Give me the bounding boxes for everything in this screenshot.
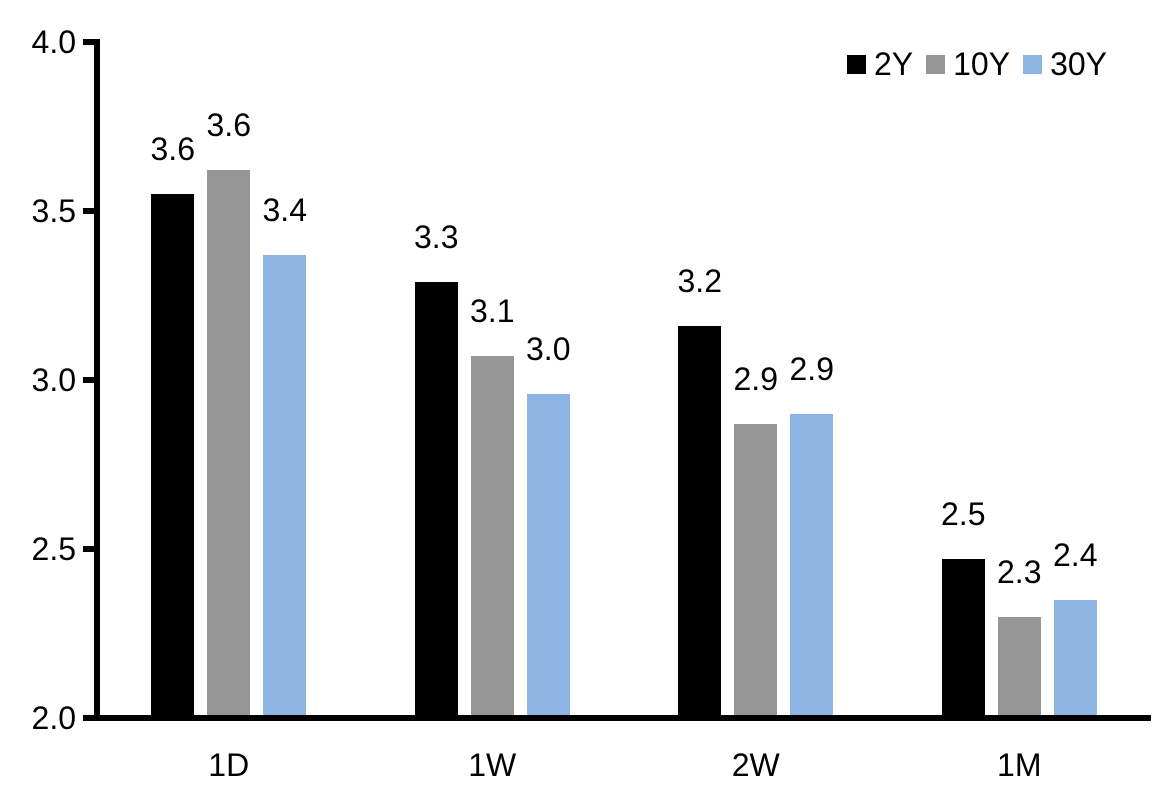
x-tick-label-1W: 1W xyxy=(468,747,517,783)
bar-2Y-1M xyxy=(941,559,985,715)
legend-swatch-icon xyxy=(926,54,946,74)
data-label-10Y-1W: 3.1 xyxy=(470,293,515,330)
legend-item-10Y: 10Y xyxy=(926,46,1010,83)
x-tick-label-1M: 1M xyxy=(997,747,1042,783)
y-tick-mark xyxy=(83,39,98,45)
bar-10Y-1M xyxy=(997,616,1041,715)
data-label-30Y-1M: 2.4 xyxy=(1053,536,1098,573)
data-label-2Y-1W: 3.3 xyxy=(414,218,459,255)
data-label-2Y-1M: 2.5 xyxy=(941,496,986,533)
data-label-10Y-1D: 3.6 xyxy=(206,107,251,144)
bar-30Y-2W xyxy=(790,413,834,715)
y-tick-label: 4.0 xyxy=(31,24,76,60)
data-label-2Y-1D: 3.6 xyxy=(150,131,195,168)
data-label-2Y-2W: 3.2 xyxy=(677,262,722,299)
legend-swatch-icon xyxy=(1023,54,1043,74)
y-tick-mark xyxy=(83,546,98,552)
bar-30Y-1W xyxy=(526,393,570,715)
legend-label: 2Y xyxy=(873,45,914,82)
y-tick-label: 3.0 xyxy=(31,362,76,398)
bar-30Y-1M xyxy=(1053,599,1097,715)
bar-2Y-2W xyxy=(678,325,722,715)
y-tick-label: 3.5 xyxy=(31,193,76,229)
bar-2Y-1D xyxy=(151,194,195,715)
legend-item-2Y: 2Y xyxy=(846,45,914,83)
data-label-30Y-2W: 2.9 xyxy=(789,350,834,387)
legend: 2Y 10Y 30Y xyxy=(846,44,1107,84)
x-tick-label-2W: 2W xyxy=(731,747,780,783)
bar-30Y-1D xyxy=(263,254,307,715)
bar-2Y-1W xyxy=(414,281,458,715)
x-tick-label-1D: 1D xyxy=(208,747,250,783)
legend-swatch-icon xyxy=(846,54,866,74)
legend-label: 30Y xyxy=(1050,45,1107,82)
data-label-10Y-1M: 2.3 xyxy=(997,553,1042,590)
y-tick-label: 2.0 xyxy=(31,700,76,736)
bar-10Y-2W xyxy=(734,423,778,715)
x-axis-line xyxy=(83,715,1151,721)
y-tick-mark xyxy=(83,377,98,383)
bar-10Y-1D xyxy=(207,170,251,715)
data-label-30Y-1W: 3.0 xyxy=(526,330,571,367)
data-label-30Y-1D: 3.4 xyxy=(262,191,307,228)
legend-item-30Y: 30Y xyxy=(1023,46,1107,83)
data-label-10Y-2W: 2.9 xyxy=(733,360,778,397)
bar-10Y-1W xyxy=(470,356,514,715)
legend-label: 10Y xyxy=(953,45,1011,82)
y-tick-mark xyxy=(83,208,98,214)
y-tick-label: 2.5 xyxy=(31,531,76,567)
y-axis-line xyxy=(94,39,100,721)
